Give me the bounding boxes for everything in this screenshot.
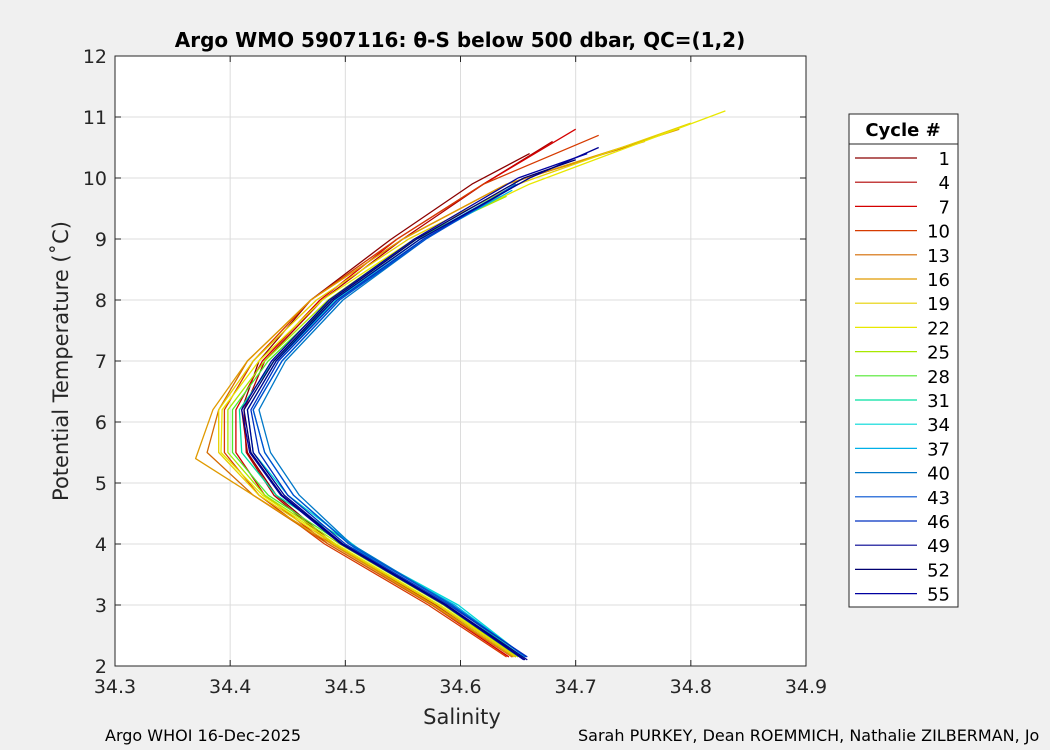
legend-label: 46 <box>927 512 950 533</box>
axis-ticks: 34.3 34.4 34.5 34.6 34.7 34.8 34.9 2 3 4 5 6 7 8 9 10 11… <box>83 46 827 698</box>
legend-label: 43 <box>927 488 950 509</box>
legend-title: Cycle # <box>865 120 940 141</box>
legend-label: 49 <box>927 536 950 557</box>
legend-label: 40 <box>927 464 950 485</box>
y-tick-label: 10 <box>83 168 107 190</box>
legend: Cycle # 1 4 7 10 13 16 19 22 25 28 31 34 37 40 43 46 49 5… <box>848 113 959 608</box>
y-axis-label: Potential Temperature (˚C) <box>49 221 73 501</box>
grid-lines <box>115 56 806 666</box>
series-line-cycle-46 <box>250 183 528 658</box>
footer-left-text: Argo WHOI 16-Dec-2025 <box>105 726 301 745</box>
y-tick-label: 5 <box>95 473 107 495</box>
legend-label: 1 <box>939 149 950 170</box>
legend-label: 19 <box>927 294 950 315</box>
x-tick-label: 34.7 <box>555 676 597 698</box>
series-line-cycle-40 <box>258 183 527 658</box>
y-tick-label: 11 <box>83 107 107 129</box>
legend-label: 4 <box>939 173 950 194</box>
x-tick-label: 34.6 <box>439 676 481 698</box>
y-tick-label: 6 <box>95 412 107 434</box>
footer-right-text: Sarah PURKEY, Dean ROEMMICH, Nathalie ZI… <box>578 726 1039 745</box>
chart-title: Argo WMO 5907116: θ-S below 500 dbar, QC… <box>175 28 745 52</box>
y-tick-label: 4 <box>95 534 107 556</box>
legend-label: 31 <box>927 391 950 412</box>
series-layer <box>194 110 726 661</box>
series-line-cycle-16 <box>194 128 680 658</box>
legend-label: 55 <box>927 585 950 606</box>
legend-label: 52 <box>927 560 950 581</box>
legend-label: 37 <box>927 439 950 460</box>
series-line-cycle-55 <box>241 152 588 661</box>
legend-entries: 1 4 7 10 13 16 19 22 25 28 31 34 37 40 43 46 49 52 55 <box>855 149 950 606</box>
legend-label: 7 <box>939 197 950 218</box>
x-axis-label: Salinity <box>423 705 501 729</box>
y-tick-label: 3 <box>95 595 107 617</box>
legend-label: 34 <box>927 415 950 436</box>
y-tick-label: 12 <box>83 46 107 68</box>
y-tick-label: 8 <box>95 290 107 312</box>
y-tick-label: 7 <box>95 351 107 373</box>
series-line-cycle-43 <box>252 183 527 658</box>
legend-box <box>848 113 959 608</box>
legend-label: 16 <box>927 270 950 291</box>
y-tick-label: 2 <box>95 656 107 678</box>
x-tick-label: 34.5 <box>324 676 366 698</box>
x-tick-label: 34.8 <box>670 676 712 698</box>
legend-label: 25 <box>927 343 950 364</box>
legend-label: 22 <box>927 318 950 339</box>
x-tick-label: 34.3 <box>94 676 136 698</box>
legend-label: 10 <box>927 222 950 243</box>
series-line-cycle-10 <box>223 134 599 658</box>
legend-label: 13 <box>927 246 950 267</box>
legend-label: 28 <box>927 367 950 388</box>
y-tick-label: 9 <box>95 229 107 251</box>
x-tick-label: 34.4 <box>209 676 251 698</box>
x-tick-label: 34.9 <box>785 676 827 698</box>
